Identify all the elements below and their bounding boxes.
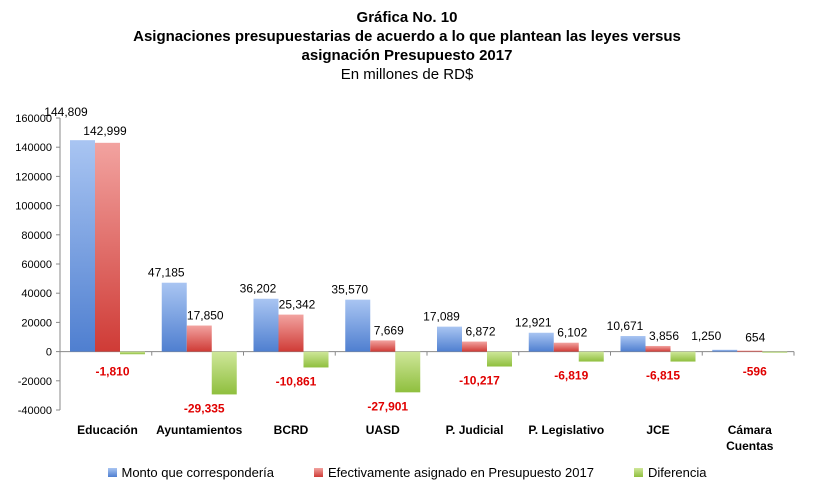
x-category-label: Cuentas (726, 439, 774, 453)
legend-item-diferencia: Diferencia (633, 465, 707, 480)
data-label-diferencia: -10,861 (276, 374, 317, 388)
bar-monto (161, 282, 187, 352)
x-category-label: P. Legislativo (528, 423, 604, 437)
bar-monto (528, 332, 554, 352)
chart-subtitle: En millones de RD$ (340, 66, 474, 83)
x-category-label: Educación (77, 423, 138, 437)
bar-monto (712, 349, 738, 352)
bar-diferencia (395, 351, 421, 393)
legend-swatch-blue (107, 468, 117, 477)
bar-asignado (95, 142, 120, 352)
chart-title-line-2: Asignaciones presupuestarias de acuerdo … (133, 28, 681, 45)
data-label-diferencia: -6,815 (646, 369, 680, 383)
bar-diferencia (120, 351, 145, 355)
data-label-diferencia: -10,217 (459, 374, 500, 388)
x-category-label: P. Judicial (446, 423, 504, 437)
bar-monto (620, 336, 646, 352)
legend-label-diferencia: Diferencia (647, 465, 707, 480)
data-label-monto: 10,671 (607, 319, 644, 333)
data-label-monto: 35,570 (331, 283, 368, 297)
bar-diferencia (670, 351, 696, 362)
bar-asignado (186, 325, 212, 352)
bar-monto (70, 140, 95, 352)
bar-diferencia (211, 351, 237, 395)
bar-asignado (370, 340, 396, 352)
legend-swatch-red (313, 468, 323, 477)
data-label-asignado: 142,999 (83, 124, 127, 138)
bar-diferencia (487, 351, 512, 367)
bar-diferencia (762, 351, 788, 353)
legend-label-asignado: Efectivamente asignado en Presupuesto 20… (327, 465, 594, 480)
legend-swatch-green (633, 468, 643, 477)
data-label-diferencia: -29,335 (184, 401, 225, 415)
data-label-asignado: 7,669 (374, 323, 404, 337)
bar-asignado (737, 350, 763, 352)
y-tick-label: -20000 (18, 376, 52, 388)
data-label-asignado: 3,856 (649, 329, 679, 343)
y-tick-label: 20000 (21, 317, 52, 329)
y-tick-label: 160000 (15, 113, 52, 125)
x-category-label: JCE (646, 423, 669, 437)
bar-asignado (278, 314, 304, 352)
legend-label-monto: Monto que correspondería (121, 465, 274, 480)
y-tick-label: 120000 (15, 171, 52, 183)
data-label-asignado: 25,342 (279, 298, 316, 312)
chart-axes: -40000 -20000 0 20000 40000 60000 80000 100000 1… (15, 113, 795, 453)
x-category-label: Ayuntamientos (156, 423, 243, 437)
bar-diferencia (303, 351, 329, 368)
chart-legend: Monto que correspondería Efectivamente a… (0, 465, 814, 480)
data-label-asignado: 17,850 (187, 309, 224, 323)
data-label-diferencia: -27,901 (367, 399, 408, 413)
data-label-monto: 36,202 (240, 282, 277, 296)
bar-monto (345, 299, 371, 352)
chart-title-line-1: Gráfica No. 10 (356, 9, 458, 26)
y-tick-label: -40000 (18, 405, 52, 417)
data-label-monto: 12,921 (515, 316, 552, 330)
y-tick-label: 40000 (21, 288, 52, 300)
data-label-diferencia: -1,810 (95, 365, 129, 379)
data-label-monto: 1,250 (691, 329, 721, 343)
data-label-asignado: 6,102 (557, 326, 587, 340)
chart-bars (70, 140, 788, 395)
bar-monto (253, 298, 279, 352)
x-category-label: BCRD (274, 423, 309, 437)
bar-diferencia (578, 351, 604, 362)
data-label-asignado: 654 (745, 331, 765, 345)
x-category-label: UASD (366, 423, 400, 437)
data-label-monto: 47,185 (148, 266, 185, 280)
bar-asignado (462, 341, 487, 352)
bar-asignado (553, 342, 579, 352)
chart-title-block: Gráfica No. 10 Asignaciones presupuestar… (0, 8, 814, 84)
legend-item-asignado: Efectivamente asignado en Presupuesto 20… (313, 465, 594, 480)
y-tick-label: 0 (46, 347, 52, 359)
x-category-label: Cámara (728, 423, 772, 437)
y-tick-label: 80000 (21, 230, 52, 242)
y-tick-label: 60000 (21, 259, 52, 271)
y-tick-label: 140000 (15, 142, 52, 154)
data-label-monto: 144,809 (44, 105, 88, 119)
bar-asignado (645, 345, 671, 352)
y-tick-label: 100000 (15, 201, 52, 213)
legend-item-monto: Monto que correspondería (107, 465, 274, 480)
data-label-diferencia: -596 (743, 365, 767, 379)
bar-monto (437, 326, 462, 352)
data-label-asignado: 6,872 (465, 325, 495, 339)
chart-data-labels: 144,809 142,999 -1,810 47,185 17,850 -29,335 3… (44, 105, 767, 415)
data-label-diferencia: -6,819 (554, 369, 588, 383)
data-label-monto: 17,089 (423, 310, 460, 324)
chart-title-line-3: asignación Presupuesto 2017 (301, 47, 513, 64)
